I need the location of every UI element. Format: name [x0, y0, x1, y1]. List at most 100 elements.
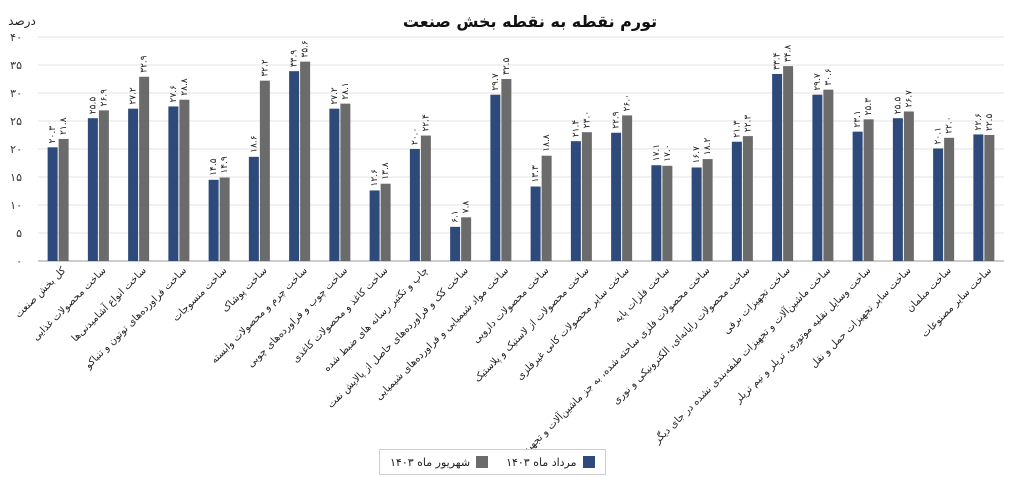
data-label: ۳۰.۶	[824, 68, 834, 86]
bar	[208, 179, 219, 261]
data-label: ۱۸.۸	[542, 134, 552, 152]
data-label: ۲۲.۹	[612, 111, 622, 129]
bar	[340, 103, 351, 261]
data-label: ۱۶.۷	[692, 146, 702, 164]
data-label: ۲۰.۳	[48, 126, 58, 144]
bar	[662, 165, 673, 261]
data-label: ۲۲.۵	[985, 113, 995, 131]
bar	[731, 141, 742, 261]
data-label: ۷.۸	[462, 201, 472, 214]
data-label: ۲۷.۲	[330, 87, 340, 105]
data-label: ۱۷.۱	[652, 144, 662, 161]
bar	[651, 165, 662, 261]
data-label: ۳۴.۸	[784, 45, 794, 63]
data-label: ۳۳.۹	[290, 50, 300, 68]
data-label: ۲۶.۹	[99, 89, 109, 107]
bar	[852, 131, 863, 261]
bar	[783, 66, 794, 262]
bar	[259, 80, 270, 262]
data-label: ۲۱.۸	[59, 117, 69, 135]
y-tick-label: ۵	[16, 227, 22, 240]
value-labels: ۲۰.۳ ۲۱.۸۲۵.۵ ۲۶.۹ ۲۷.۲۳۲.۹۲۷.۶ ۲۸.۸۱۴.۵ ۱۴.۹…	[48, 40, 995, 223]
bar	[139, 76, 150, 261]
bar	[47, 147, 58, 261]
bar	[581, 132, 592, 261]
y-tick-label: ۲۰	[10, 143, 22, 156]
x-tick-label: ساخت محصولات غذایی	[31, 265, 109, 343]
legend-swatch-mordad	[582, 456, 595, 468]
data-label: ۲۲.۶	[974, 113, 984, 131]
bar	[369, 190, 380, 261]
data-label: ۲۸.۱	[341, 82, 351, 99]
bar	[973, 134, 984, 261]
bar	[541, 155, 552, 261]
y-tick-label: ۱۰	[10, 199, 22, 212]
gridlines	[38, 36, 1004, 262]
y-axis-label: درصد	[8, 14, 36, 29]
bar	[300, 61, 311, 261]
data-label: ۳۲.۲	[260, 59, 270, 77]
data-label: ۱۷.۰	[663, 144, 673, 161]
x-tick-label: ساخت تجهیزات برقی	[721, 265, 792, 336]
data-label: ۲۲.۴	[421, 114, 431, 132]
bar	[58, 138, 69, 261]
legend: مرداد ماه ۱۴۰۳ شهریور ماه ۱۴۰۳	[379, 449, 606, 475]
data-label: ۳۳.۴	[773, 52, 783, 70]
bar	[823, 89, 834, 261]
data-label: ۳۲.۵	[502, 57, 512, 75]
data-label: ۲۳.۱	[853, 110, 863, 127]
bar	[179, 99, 190, 261]
x-tick-label: ساخت محصولات دارویی	[471, 265, 551, 345]
y-tick-label: ۱۵	[10, 171, 22, 184]
data-label: ۱۸.۲	[703, 138, 713, 156]
bar	[98, 110, 109, 261]
bar	[812, 94, 823, 262]
bar	[289, 71, 300, 261]
data-label: ۳۵.۶	[301, 40, 311, 58]
bar	[420, 135, 431, 261]
bar	[168, 106, 179, 261]
y-tick-label: ۴۰	[10, 31, 22, 44]
bar	[248, 156, 259, 261]
x-tick-label: ساخت محصولات رایانه‌ای، الکترونیکی و نور…	[611, 265, 753, 407]
bar	[530, 186, 541, 261]
data-label: ۱۳.۸	[381, 162, 391, 180]
bar	[329, 108, 340, 262]
bar	[219, 177, 230, 261]
x-tick-label: ساخت سایر مصنوعات	[920, 265, 994, 339]
x-tick-label: ساخت انواع آشامیدنی‌ها	[68, 264, 148, 344]
legend-swatch-shahrivar	[476, 456, 489, 468]
data-label: ۲۶.۰	[623, 94, 633, 111]
bar	[409, 149, 420, 261]
bar	[380, 183, 391, 261]
data-label: ۲۹.۷	[491, 73, 501, 91]
bar	[903, 111, 914, 261]
data-label: ۶.۱	[451, 210, 461, 223]
chart-title: تورم نقطه به نقطه بخش صنعت	[403, 12, 657, 31]
y-tick-label: ۳۰	[10, 87, 22, 100]
bar	[863, 119, 874, 261]
y-tick-label: ۲۵	[10, 115, 22, 128]
bar	[570, 141, 581, 261]
bar	[622, 115, 633, 262]
bar	[702, 159, 713, 261]
data-label: ۱۲.۶	[370, 169, 380, 187]
data-label: ۲۹.۷	[813, 73, 823, 91]
bar	[944, 137, 955, 261]
data-label: ۲۳.۰	[582, 111, 592, 128]
data-label: ۲۰.۰	[410, 128, 420, 145]
bar	[691, 167, 702, 261]
bar	[501, 79, 512, 261]
bars	[47, 61, 995, 262]
x-tick-label: ساخت محصولات فلزی ساخته شده، به جز ماشین…	[512, 264, 713, 465]
data-label: ۲۵.۳	[864, 98, 874, 116]
y-tick-labels: ۰ ۵ ۱۰ ۱۵ ۲۰ ۲۵ ۳۰ ۳۵ ۴۰	[10, 31, 22, 268]
legend-label-mordad: مرداد ماه ۱۴۰۳	[506, 455, 577, 469]
x-tick-label: ساخت کک و فراورده‌های حاصل از پالایش نفت	[325, 265, 470, 410]
y-tick-label: ۳۵	[10, 59, 22, 72]
bar	[892, 118, 903, 261]
data-label: ۲۱.۴	[571, 120, 581, 138]
y-tick-label: ۰	[16, 255, 22, 268]
data-label: ۲۲.۰	[945, 116, 955, 133]
